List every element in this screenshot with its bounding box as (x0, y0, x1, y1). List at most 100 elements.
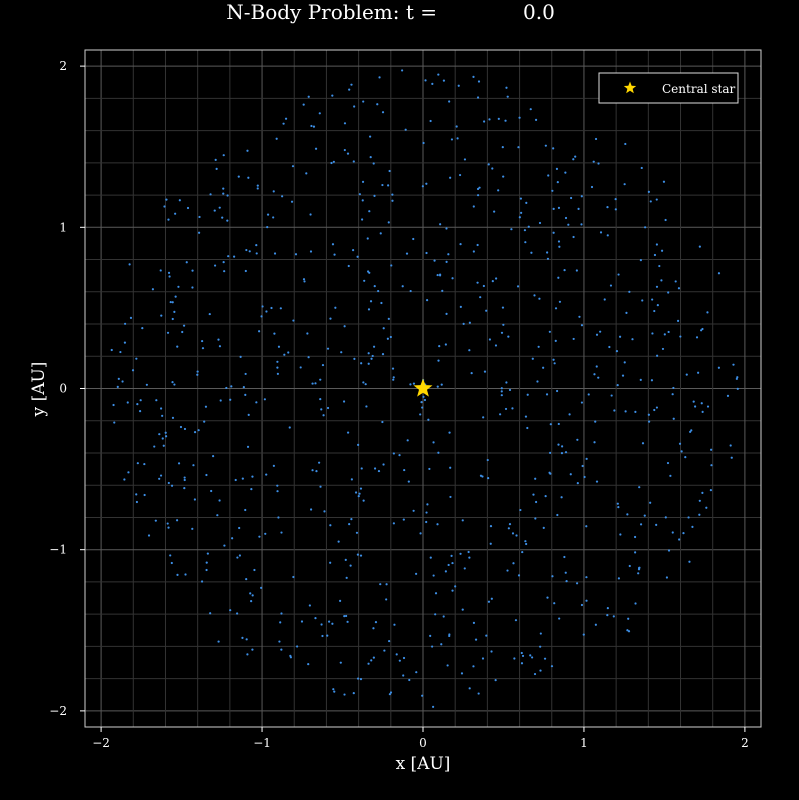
particle-point (534, 118, 538, 121)
particle-point (246, 149, 249, 152)
particle-point (662, 180, 666, 183)
particle-point (253, 568, 256, 572)
particle-point (505, 381, 508, 384)
particle-point (432, 705, 435, 708)
particle-point (576, 438, 579, 441)
particle-point (143, 462, 146, 466)
particle-point (691, 525, 694, 529)
particle-point (404, 128, 407, 131)
particle-point (357, 443, 360, 447)
particle-point (643, 514, 646, 517)
particle-point (171, 301, 174, 304)
particle-point (575, 582, 579, 585)
particle-point (381, 111, 385, 114)
particle-point (291, 165, 295, 168)
particle-point (518, 116, 521, 119)
particle-point (511, 532, 515, 535)
particle-point (524, 540, 527, 543)
particle-point (513, 657, 516, 660)
particle-point (477, 692, 480, 695)
particle-point (546, 257, 550, 260)
particle-point (333, 690, 336, 693)
particle-point (367, 662, 370, 665)
particle-point (647, 190, 650, 193)
particle-point (641, 299, 644, 302)
particle-point (314, 147, 318, 150)
particle-point (556, 513, 559, 517)
particle-point (276, 484, 279, 487)
particle-point (386, 337, 389, 340)
central-star-marker (413, 378, 433, 397)
particle-point (472, 665, 475, 668)
particle-point (580, 324, 584, 327)
particle-point (222, 154, 225, 157)
particle-point (710, 448, 713, 451)
particle-point (661, 347, 665, 351)
particle-point (705, 506, 708, 509)
particle-point (311, 469, 314, 472)
particle-point (260, 586, 263, 589)
particle-point (167, 271, 171, 274)
particle-point (308, 604, 311, 607)
particle-point (468, 321, 471, 324)
particle-point (385, 598, 388, 601)
particle-point (361, 199, 364, 202)
particle-point (173, 383, 176, 386)
particle-point (191, 527, 194, 530)
particle-point (531, 656, 534, 659)
particle-point (201, 347, 205, 350)
particle-point (641, 442, 645, 445)
particle-point (478, 186, 481, 189)
particle-point (365, 405, 368, 408)
particle-point (539, 632, 542, 635)
particle-point (585, 599, 588, 602)
particle-point (258, 330, 261, 333)
particle-point (626, 629, 629, 632)
particle-point (334, 306, 337, 309)
particle-point (526, 426, 529, 430)
particle-point (459, 305, 462, 308)
particle-point (258, 535, 261, 538)
particle-point (616, 383, 619, 387)
particle-point (647, 413, 650, 416)
particle-point (504, 119, 507, 122)
particle-point (520, 651, 523, 655)
particle-point (319, 378, 322, 381)
particle-point (505, 86, 508, 89)
particle-point (216, 514, 219, 517)
particle-point (372, 627, 375, 630)
particle-point (508, 388, 512, 392)
particle-point (572, 235, 575, 239)
particle-point (389, 691, 393, 694)
particle-point (563, 555, 566, 559)
particle-point (343, 122, 347, 125)
particle-point (437, 359, 440, 362)
particle-point (651, 332, 654, 335)
particle-point (482, 416, 485, 419)
particle-point (372, 345, 376, 348)
particle-point (310, 124, 313, 128)
particle-point (692, 400, 695, 403)
particle-point (167, 481, 170, 485)
particle-point (251, 475, 254, 478)
particle-point (205, 473, 208, 477)
particle-point (617, 273, 620, 276)
particle-point (549, 423, 552, 426)
particle-point (593, 441, 596, 444)
particle-point (371, 354, 374, 358)
particle-point (606, 234, 609, 237)
particle-point (369, 300, 373, 303)
particle-point (482, 120, 486, 123)
particle-point (606, 613, 609, 617)
particle-point (585, 525, 588, 528)
y-tick-label: 1 (59, 220, 67, 234)
particle-point (330, 161, 333, 165)
particle-point (425, 182, 428, 185)
particle-point (663, 333, 666, 336)
particle-point (161, 414, 164, 417)
particle-point (569, 196, 573, 200)
particle-point (174, 295, 177, 298)
particle-point (468, 556, 471, 559)
particle-point (389, 335, 392, 339)
particle-point (319, 485, 322, 488)
